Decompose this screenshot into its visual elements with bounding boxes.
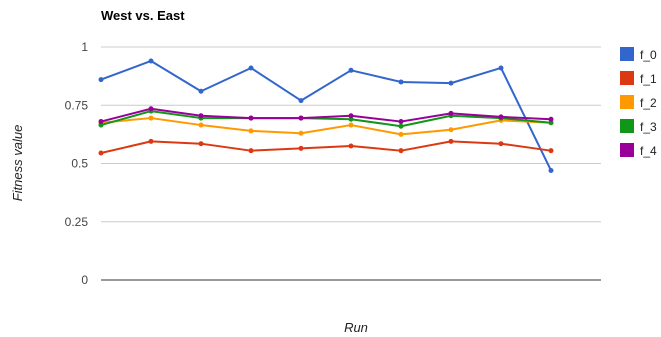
data-point-f_0 [98, 77, 104, 83]
data-point-f_4 [498, 114, 504, 120]
legend-swatch-f_1 [620, 71, 634, 85]
legend: f_0 f_1 f_2 f_3 f_4 [620, 47, 657, 158]
data-point-f_2 [148, 115, 154, 121]
data-point-f_0 [548, 167, 554, 173]
series-line-f_2 [100, 117, 552, 136]
gridlines [101, 46, 601, 281]
data-point-f_0 [248, 65, 254, 71]
data-point-f_1 [348, 143, 354, 149]
data-point-f_0 [398, 79, 404, 85]
legend-label-f_4: f_4 [640, 144, 657, 158]
data-point-f_4 [348, 113, 354, 119]
data-point-f_4 [448, 110, 454, 116]
data-point-f_1 [398, 148, 404, 154]
data-point-f_3 [398, 123, 404, 129]
data-point-f_1 [98, 150, 104, 156]
y-tick-label: 1 [81, 40, 88, 54]
data-point-f_0 [298, 98, 304, 104]
data-point-f_4 [148, 106, 154, 112]
legend-label-f_0: f_0 [640, 48, 657, 62]
legend-label-f_2: f_2 [640, 96, 657, 110]
y-tick-label: 0.75 [65, 98, 89, 112]
legend-swatch-f_4 [620, 143, 634, 157]
legend-label-f_3: f_3 [640, 120, 657, 134]
data-point-f_1 [448, 138, 454, 144]
series-line-f_0 [100, 59, 552, 171]
data-point-f_4 [248, 115, 254, 121]
series-line-f_4 [100, 107, 552, 123]
y-axis-label: Fitness value [10, 125, 25, 202]
chart-title: West vs. East [101, 8, 185, 23]
data-point-f_4 [298, 115, 304, 121]
data-point-f_2 [298, 130, 304, 136]
data-point-f_2 [198, 122, 204, 128]
data-point-f_2 [348, 122, 354, 128]
data-point-f_2 [398, 131, 404, 137]
y-tick-label: 0 [81, 273, 88, 287]
data-point-f_1 [248, 148, 254, 154]
data-point-f_2 [248, 128, 254, 134]
data-point-f_1 [298, 145, 304, 151]
data-point-f_4 [398, 119, 404, 125]
legend-swatch-f_2 [620, 95, 634, 109]
legend-label-f_1: f_1 [640, 72, 657, 86]
data-point-f_0 [198, 88, 204, 94]
data-point-f_3 [348, 116, 354, 122]
series-points [98, 58, 554, 173]
data-point-f_2 [448, 127, 454, 133]
series-line-f_3 [100, 110, 552, 128]
data-point-f_1 [148, 138, 154, 144]
series-lines [100, 59, 552, 171]
series-line-f_1 [100, 140, 552, 154]
data-point-f_3 [548, 120, 554, 126]
y-axis-ticks: 0 0.25 0.5 0.75 1 [65, 40, 89, 287]
data-point-f_0 [498, 65, 504, 71]
data-point-f_0 [348, 67, 354, 73]
data-point-f_4 [98, 119, 104, 125]
data-point-f_1 [548, 148, 554, 154]
data-point-f_1 [198, 141, 204, 147]
data-point-f_3 [98, 122, 104, 128]
legend-swatch-f_3 [620, 119, 634, 133]
data-point-f_4 [198, 113, 204, 119]
x-axis-label: Run [344, 320, 368, 335]
data-point-f_0 [448, 80, 454, 86]
y-tick-label: 0.25 [65, 215, 89, 229]
data-point-f_4 [548, 116, 554, 122]
legend-swatch-f_0 [620, 47, 634, 61]
data-point-f_1 [498, 141, 504, 147]
data-point-f_0 [148, 58, 154, 64]
y-tick-label: 0.5 [71, 157, 88, 171]
